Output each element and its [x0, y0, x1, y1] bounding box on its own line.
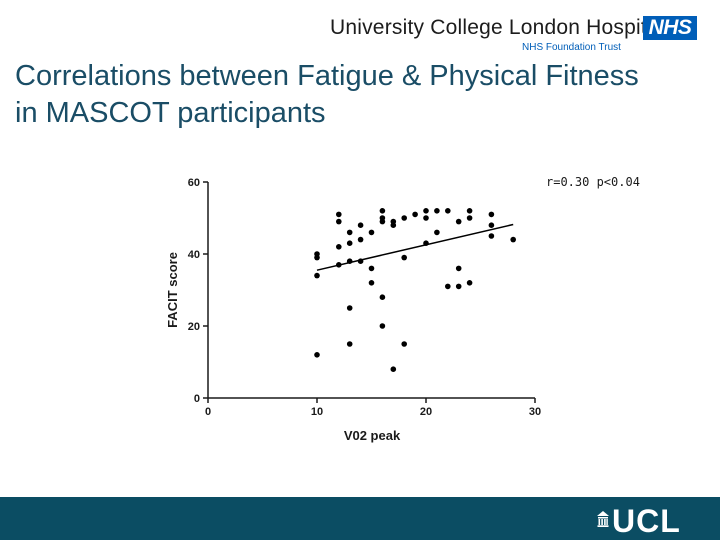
data-point	[390, 222, 397, 228]
data-point	[455, 283, 462, 290]
data-point	[368, 280, 375, 286]
scatter-chart: 0 10 20 30 0 20 40 60 V02 peak FACIT score r=0.…	[165, 175, 640, 443]
correlation-annotation: r=0.30 p<0.04	[546, 175, 640, 189]
ucl-portico-icon	[597, 511, 609, 527]
data-point	[368, 229, 375, 236]
data-point	[423, 208, 429, 214]
data-point	[314, 254, 320, 261]
data-point	[346, 229, 353, 236]
data-point	[401, 341, 408, 347]
data-point	[423, 215, 429, 221]
data-point	[346, 341, 353, 347]
chart-axes: 0 10 20 30 0 20 40 60	[188, 177, 541, 418]
y-tick-label: 60	[188, 177, 200, 189]
data-point	[455, 265, 462, 272]
data-point	[314, 352, 320, 358]
data-point	[379, 208, 386, 214]
x-tick-label: 10	[311, 406, 323, 418]
trust-name: NHS Foundation Trust	[522, 42, 621, 53]
ucl-logo: UCL	[612, 503, 681, 539]
y-tick-label: 0	[194, 393, 200, 405]
y-tick-label: 20	[188, 321, 200, 333]
data-point	[466, 280, 473, 286]
data-point	[336, 244, 342, 250]
x-tick-label: 30	[529, 406, 541, 418]
data-point	[401, 254, 408, 261]
data-point	[434, 229, 440, 236]
data-point	[336, 218, 342, 225]
data-point	[401, 215, 408, 221]
data-point	[379, 323, 386, 329]
data-point	[445, 283, 451, 290]
y-axis-title: FACIT score	[165, 252, 180, 328]
data-point	[488, 222, 495, 228]
data-point	[445, 208, 451, 214]
data-point	[357, 236, 364, 243]
data-point	[390, 366, 397, 373]
y-tick-label: 40	[188, 249, 200, 261]
data-point	[434, 208, 440, 214]
regression-line	[316, 223, 514, 271]
x-tick-label: 20	[420, 406, 432, 418]
data-point	[510, 236, 516, 243]
data-point	[314, 272, 320, 279]
data-point	[346, 305, 353, 311]
organisation-name: University College London Hospitals	[330, 16, 675, 39]
data-point	[357, 222, 364, 228]
x-tick-label: 0	[205, 406, 211, 418]
nhs-logo: NHS	[643, 16, 697, 40]
data-point	[379, 294, 386, 301]
data-point	[466, 215, 473, 221]
data-point	[368, 265, 375, 272]
x-axis-title: V02 peak	[344, 428, 401, 443]
slide-title: Correlations between Fatigue & Physical …	[15, 60, 639, 129]
data-point	[466, 208, 473, 214]
data-point	[346, 240, 353, 246]
data-point	[336, 211, 342, 218]
data-point	[412, 211, 418, 218]
chart-trendline-layer	[316, 223, 514, 271]
data-point	[488, 211, 495, 218]
data-point	[379, 218, 386, 225]
chart-points	[314, 208, 516, 373]
data-point	[488, 233, 495, 239]
data-point	[455, 218, 462, 225]
